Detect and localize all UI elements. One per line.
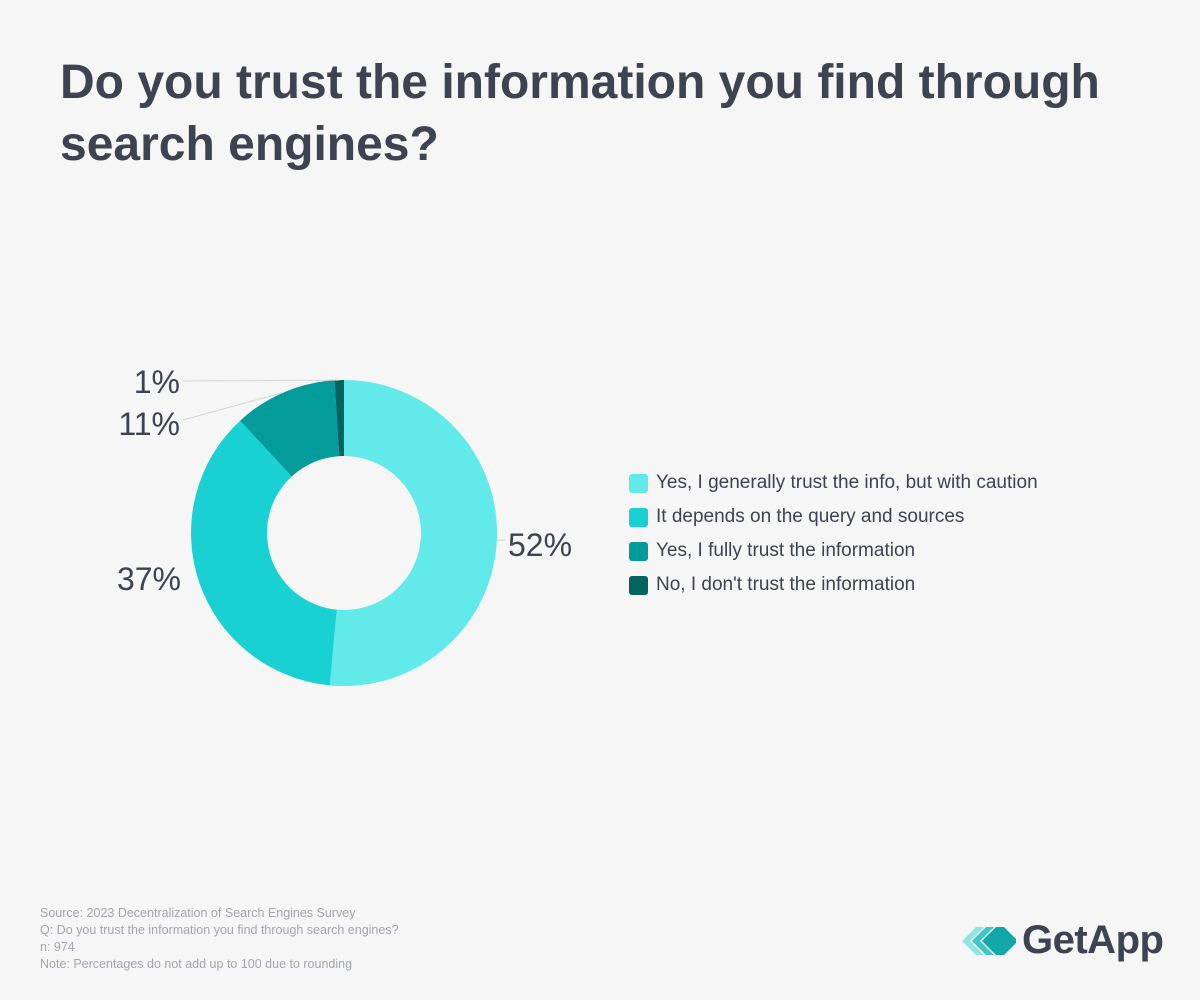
- chart-title: Do you trust the information you find th…: [60, 56, 1100, 171]
- legend-label: No, I don't trust the information: [656, 574, 916, 595]
- getapp-logo: GetApp: [962, 918, 1164, 963]
- value-labels: 52% 37% 11% 1%: [117, 364, 572, 597]
- getapp-chevrons-icon: [962, 926, 1016, 955]
- value-label: 37%: [117, 561, 181, 597]
- legend-item: It depends on the query and sources: [629, 500, 1038, 534]
- legend-swatch: [629, 575, 648, 595]
- legend-item: No, I don't trust the information: [629, 568, 1038, 602]
- legend-item: Yes, I generally trust the info, but wit…: [629, 466, 1038, 500]
- legend-label: Yes, I fully trust the information: [656, 540, 916, 561]
- donut-slice: [190, 420, 337, 686]
- question-note: Q: Do you trust the information you find…: [40, 923, 399, 937]
- leader-line: [182, 391, 284, 421]
- donut-slice: [334, 380, 344, 457]
- rounding-note: Note: Percentages do not add up to 100 d…: [40, 957, 353, 971]
- source-note: Source: 2023 Decentralization of Search …: [40, 906, 356, 920]
- logo-text: GetApp: [1022, 918, 1164, 962]
- value-label: 1%: [134, 364, 180, 400]
- legend-item: Yes, I fully trust the information: [629, 534, 1038, 568]
- legend-label: It depends on the query and sources: [656, 506, 965, 527]
- legend: Yes, I generally trust the info, but wit…: [629, 466, 1038, 602]
- donut-slice: [329, 380, 498, 687]
- value-label: 11%: [118, 406, 180, 442]
- donut-slice: [240, 380, 340, 477]
- leader-lines: [182, 379, 505, 541]
- sample-size-note: n: 974: [40, 940, 75, 954]
- leader-line: [182, 379, 340, 382]
- donut-slices: [190, 380, 498, 687]
- legend-swatch: [629, 473, 648, 493]
- value-label: 52%: [508, 527, 572, 563]
- legend-swatch: [629, 507, 648, 527]
- legend-label: Yes, I generally trust the info, but wit…: [656, 472, 1038, 493]
- footnotes: Source: 2023 Decentralization of Search …: [40, 905, 399, 973]
- legend-swatch: [629, 541, 648, 561]
